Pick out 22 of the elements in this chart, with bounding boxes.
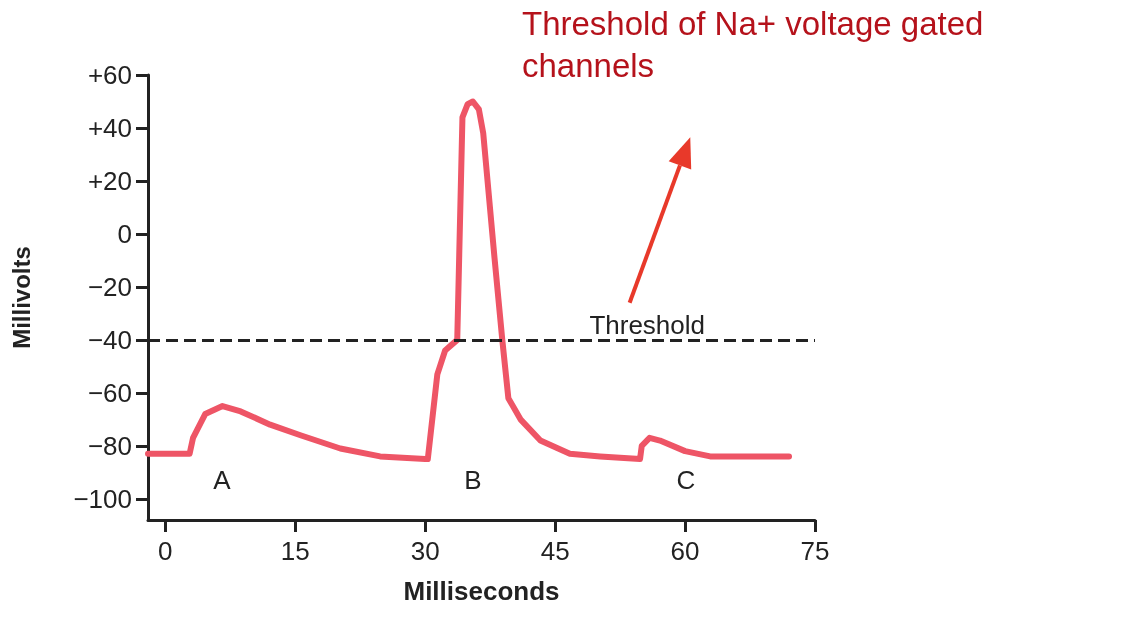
- annotation: C: [676, 465, 696, 495]
- ref-line-label: Threshold: [589, 309, 705, 340]
- x-tick-label: 75: [800, 536, 830, 566]
- y-tick-label: −100: [73, 483, 132, 514]
- x-tick-label: 30: [410, 536, 440, 566]
- annotation: A: [213, 465, 232, 495]
- y-tick-label: −20: [87, 271, 132, 302]
- x-tick-label: 60: [670, 536, 700, 566]
- x-tick-label: 0: [158, 536, 173, 566]
- x-tick-label: 45: [540, 536, 570, 566]
- y-tick-label: −80: [87, 430, 132, 461]
- y-tick-label: −60: [87, 377, 132, 408]
- y-axis-title: Millivolts: [7, 246, 35, 349]
- y-tick-label: +40: [87, 112, 132, 143]
- y-tick-label: +20: [87, 165, 132, 196]
- x-tick-label: 15: [280, 536, 310, 566]
- y-tick-label: 0: [117, 218, 132, 249]
- y-tick-label: +60: [87, 60, 132, 90]
- annotation: Threshold of Na+ voltage gated channels: [522, 4, 984, 84]
- y-tick-label: −40: [87, 324, 132, 355]
- x-axis-title: Milliseconds: [403, 576, 560, 606]
- annotation: B: [464, 465, 482, 495]
